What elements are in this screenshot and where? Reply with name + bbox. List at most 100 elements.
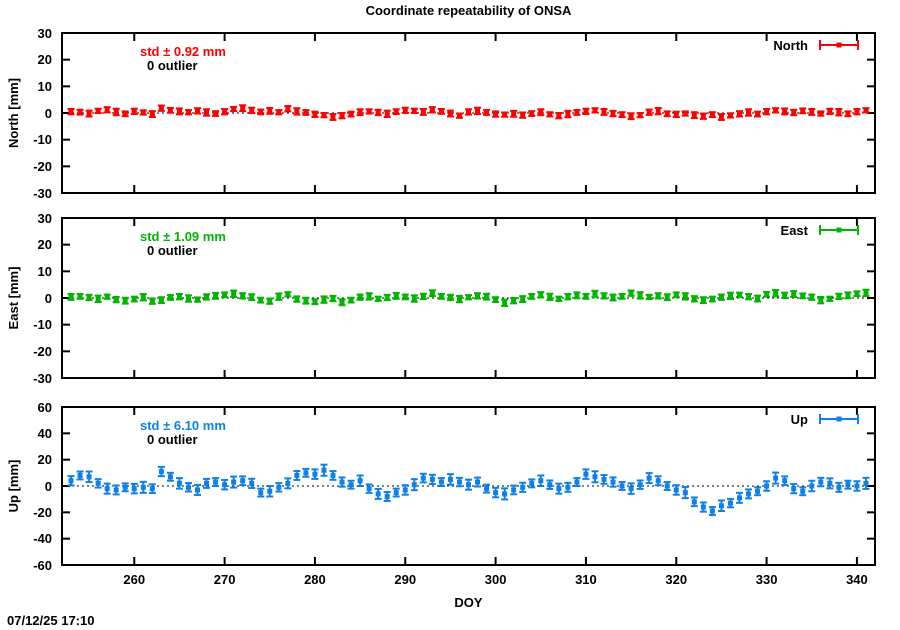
error-bar-point	[681, 110, 689, 117]
up-outlier-label: 0 outlier	[147, 432, 198, 447]
error-bar-point	[483, 483, 491, 494]
error-bar-point	[627, 112, 635, 121]
error-bar-point	[492, 110, 500, 118]
error-bar-point	[573, 291, 581, 300]
y-tick-label: -20	[33, 504, 52, 520]
error-bar-point	[546, 479, 554, 490]
error-bar-point	[275, 482, 283, 493]
error-bar-point	[347, 296, 355, 304]
error-bar-point	[320, 112, 328, 119]
up-std-label: std ± 6.10 mm	[140, 418, 226, 433]
error-bar-point	[564, 481, 572, 493]
y-tick-label: 20	[37, 52, 52, 68]
error-bar-point	[826, 107, 834, 116]
error-bar-point	[627, 289, 635, 297]
x-tick-label: 340	[846, 572, 868, 587]
error-bar-point	[862, 288, 870, 298]
error-bar-point	[139, 109, 147, 116]
error-bar-point	[519, 295, 527, 303]
error-bar-point	[862, 107, 870, 114]
error-bar-point	[130, 482, 138, 495]
error-bar-point	[717, 499, 725, 513]
error-bar-point	[555, 482, 563, 495]
error-bar-point	[302, 467, 310, 478]
plot-border	[61, 406, 876, 566]
error-bar-point	[736, 291, 743, 298]
error-bar-point	[600, 108, 608, 116]
error-bar-point	[194, 483, 201, 496]
x-tick-label: 270	[213, 572, 236, 587]
error-bar-point	[609, 293, 617, 302]
error-bar-point	[112, 484, 120, 496]
error-bar-point	[302, 109, 310, 116]
error-bar-point	[455, 294, 463, 304]
east-std-label: std ± 1.09 mm	[140, 229, 226, 244]
error-bar-point	[428, 289, 436, 298]
error-bar-point	[338, 476, 346, 488]
error-bar-point	[591, 470, 599, 484]
error-bar-point	[257, 108, 265, 116]
error-bar-point	[139, 480, 147, 494]
legend-sample-icon	[819, 40, 859, 50]
error-bar-point	[483, 109, 491, 116]
east-errorbar-series	[67, 288, 870, 307]
error-bar-point	[636, 291, 644, 300]
error-bar-point	[492, 486, 500, 499]
x-tick-label: 310	[575, 572, 597, 587]
error-bar-point	[275, 109, 283, 116]
error-bar-point	[284, 105, 292, 113]
error-bar-point	[772, 107, 780, 114]
error-bar-point	[772, 289, 780, 298]
error-bar-point	[103, 106, 111, 114]
error-bar-point	[248, 477, 256, 489]
error-bar-point	[799, 292, 807, 300]
error-bar-point	[212, 110, 220, 117]
error-bar-point	[618, 481, 626, 491]
error-bar-point	[474, 476, 482, 488]
error-bar-point	[853, 480, 861, 492]
error-bar-point	[654, 292, 662, 300]
error-bar-point	[663, 481, 671, 491]
error-bar-point	[745, 488, 753, 500]
east-outlier-label: 0 outlier	[147, 243, 198, 258]
error-bar-point	[365, 292, 373, 301]
error-bar-point	[230, 289, 238, 298]
error-bar-point	[121, 296, 129, 305]
error-bar-point	[808, 293, 816, 301]
error-bar-point	[329, 470, 337, 481]
error-bar-point	[672, 110, 680, 118]
error-bar-point	[790, 108, 798, 117]
chart-title: Coordinate repeatability of ONSA	[365, 3, 572, 18]
error-bar-point	[293, 469, 301, 481]
error-bar-point	[184, 109, 192, 116]
y-tick-label: 40	[37, 425, 52, 441]
error-bar-point	[437, 108, 445, 115]
error-bar-point	[184, 294, 192, 303]
error-bar-point	[708, 506, 716, 516]
error-bar-point	[85, 109, 93, 118]
error-bar-point	[130, 107, 138, 116]
error-bar-point	[844, 479, 852, 490]
timestamp: 07/12/25 17:10	[7, 613, 95, 628]
error-bar-point	[564, 109, 572, 119]
error-bar-point	[356, 293, 364, 301]
error-bar-point	[194, 107, 201, 115]
error-bar-point	[546, 292, 554, 302]
error-bar-point	[311, 468, 319, 480]
error-bar-point	[501, 487, 509, 501]
x-tick-label: 330	[755, 572, 778, 587]
error-bar-point	[338, 298, 346, 307]
error-bar-point	[266, 106, 274, 115]
error-bar-point	[501, 298, 509, 307]
error-bar-point	[112, 107, 120, 117]
y-tick-label: 0	[44, 290, 52, 306]
error-bar-point	[257, 296, 265, 304]
error-bar-point	[546, 111, 554, 118]
error-bar-point	[157, 465, 165, 478]
error-bar-point	[573, 477, 581, 487]
error-bar-point	[76, 470, 84, 481]
error-bar-point	[573, 109, 581, 116]
north-outlier-label: 0 outlier	[147, 58, 198, 73]
error-bar-point	[555, 112, 563, 120]
